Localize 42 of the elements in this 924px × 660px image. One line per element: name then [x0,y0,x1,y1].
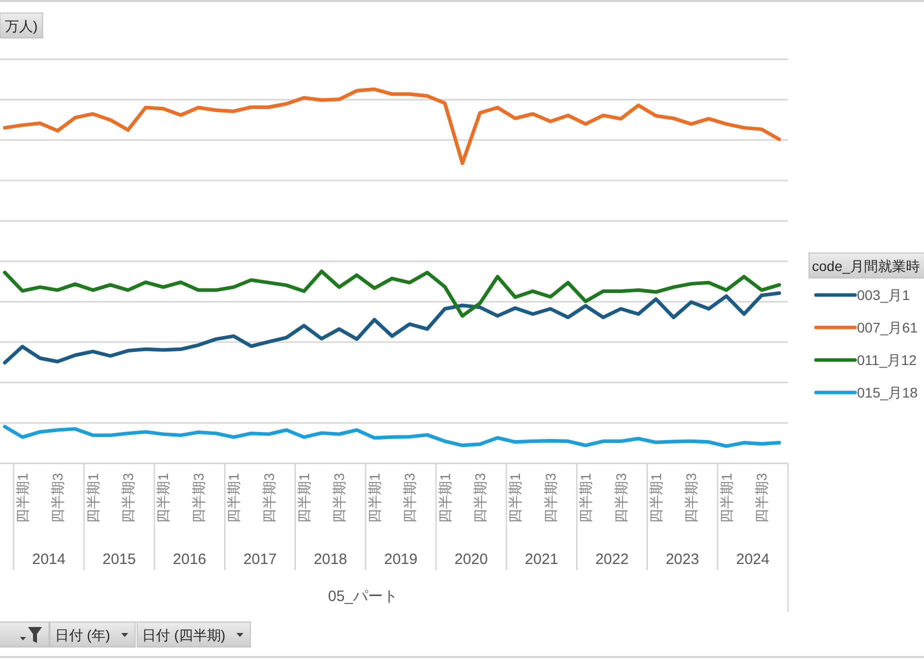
x-tick-label: 四半期1 [14,472,30,523]
x-tick-label: 四半期3 [542,472,558,523]
text: 2016 [172,551,206,568]
text: 2024 [736,551,770,568]
x-tick-label: 四半期1 [226,472,242,523]
x-tick-label: 四半期1 [436,472,453,523]
legend-title: code_月間就業時 [812,258,920,274]
x-axis-title: 05_パート [328,588,398,605]
x-tick-label: 四半期3 [190,472,206,523]
x-tick-label: 四半期3 [260,472,277,523]
text: 2014 [32,551,66,568]
text: 2021 [524,551,558,568]
x-tick-label: 四半期3 [754,472,770,523]
x-tick-label: 四半期1 [155,472,172,523]
x-tick-label: 四半期3 [402,472,418,523]
legend-label: 011_月12 [857,352,917,368]
x-tick-label: 四半期1 [366,472,382,523]
legend-label: 015_月18 [857,384,918,400]
x-tick-label: 四半期1 [296,472,312,523]
x-tick-label: 四半期3 [683,472,700,523]
legend-label: 003_月1 [857,287,910,303]
text: 2017 [243,551,277,568]
text: 2019 [384,551,418,568]
text: 2015 [102,551,136,568]
x-tick-label: 四半期3 [612,472,629,523]
x-tick-label: 四半期3 [472,472,488,523]
text: 2018 [314,551,348,568]
y-axis-title: 万人) [5,18,38,34]
text: 日付 (四半期) [142,627,226,643]
x-tick-label: 四半期3 [120,472,136,523]
text: 2020 [454,551,488,568]
x-tick-label: 四半期1 [84,472,101,523]
legend-label: 007_月61 [857,320,918,336]
text: 日付 (年) [55,627,110,643]
x-tick-label: 四半期3 [50,472,66,523]
x-tick-label: 四半期3 [331,472,348,523]
x-tick-label: 四半期1 [507,472,524,523]
x-tick-label: 四半期1 [648,472,664,523]
x-tick-label: 四半期1 [578,472,594,523]
text: 2022 [595,551,629,568]
x-tick-label: 四半期1 [718,472,734,523]
text: 2023 [666,551,700,568]
